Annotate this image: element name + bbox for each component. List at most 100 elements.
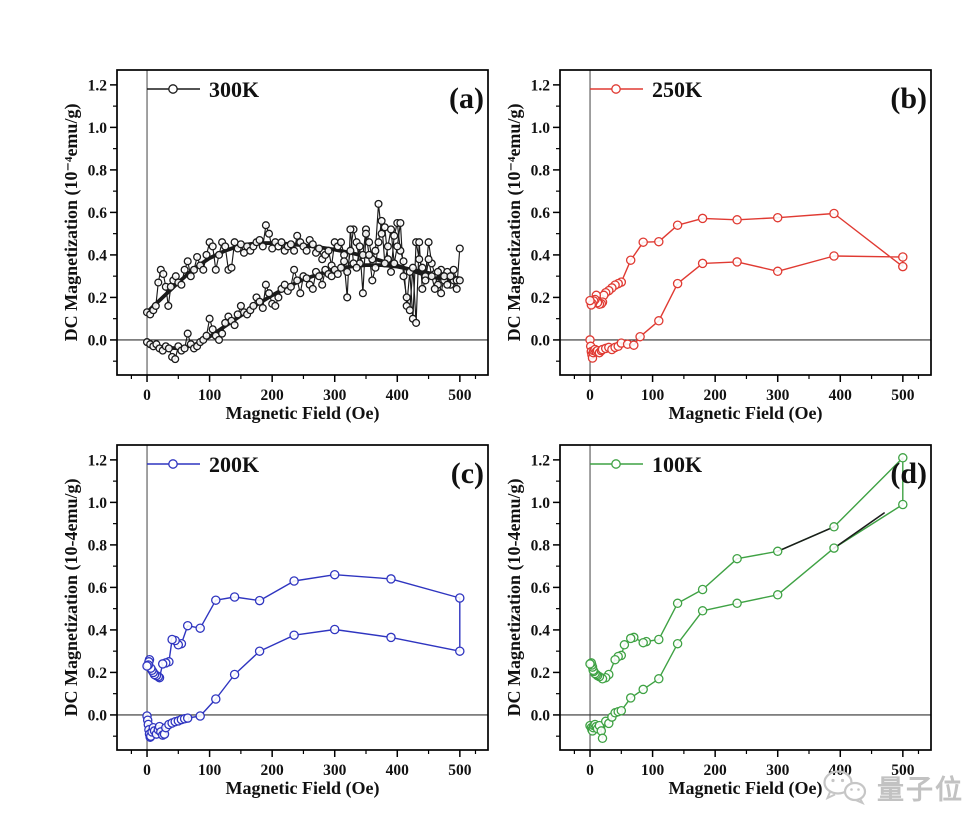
data-point-marker	[635, 331, 645, 342]
y-tick-label: 0.8	[531, 162, 551, 179]
data-point-marker	[672, 638, 683, 649]
data-point-marker	[732, 257, 742, 267]
data-point-marker	[697, 606, 708, 616]
data-point-marker	[405, 306, 414, 315]
data-point-marker	[208, 325, 217, 334]
plot-frame	[116, 69, 489, 376]
data-series-line	[146, 573, 461, 738]
data-point-marker	[697, 258, 708, 269]
data-point-marker	[654, 316, 664, 326]
legend-label: 250K	[652, 77, 702, 102]
data-point-marker	[374, 238, 383, 247]
data-point-marker	[427, 272, 436, 281]
data-point-marker	[732, 553, 742, 564]
x-tick-label: 100	[641, 387, 665, 404]
data-point-marker	[286, 240, 295, 249]
data-point-marker	[199, 265, 208, 274]
data-point-marker	[654, 634, 664, 645]
data-point-marker	[386, 574, 396, 584]
legend-marker-icon	[168, 84, 178, 94]
data-point-marker	[318, 280, 327, 289]
y-tick-label: 0.2	[88, 290, 108, 307]
legend-label: 100K	[652, 452, 702, 477]
data-point-marker	[264, 229, 274, 238]
data-point-marker	[433, 267, 442, 276]
data-point-marker	[159, 269, 168, 279]
data-point-marker	[386, 225, 396, 234]
y-tick-label: 0.0	[88, 332, 108, 349]
data-point-marker	[638, 237, 648, 247]
data-point-marker	[346, 225, 355, 234]
watermark-text: 量子位	[877, 774, 964, 806]
data-point-marker	[654, 236, 664, 247]
data-point-marker	[157, 659, 168, 669]
data-point-marker	[898, 261, 908, 272]
data-point-marker	[329, 569, 340, 580]
y-axis-title: DC Magnetization (10⁻⁴emu/g)	[504, 104, 525, 342]
data-point-marker	[386, 632, 396, 643]
data-point-marker	[898, 252, 908, 262]
panel-letter: (d)	[890, 457, 927, 490]
y-tick-label: 1.0	[88, 120, 108, 137]
data-point-marker	[296, 289, 305, 298]
x-tick-label: 200	[704, 387, 728, 404]
panel-d-chart-100K: 0 100 200 300 400 500 0.0 0.2 0.4 0.6 0.8 1.0 1.2 100…	[503, 437, 945, 803]
data-point-marker	[189, 265, 199, 274]
data-point-marker	[290, 246, 299, 255]
plot-frame	[559, 69, 932, 376]
data-point-marker	[171, 355, 180, 364]
data-point-marker	[315, 244, 324, 253]
y-axis-title: DC Magnetization (10-4emu/g)	[61, 479, 82, 717]
data-point-marker	[585, 295, 595, 306]
data-point-marker	[455, 244, 464, 253]
data-point-marker	[829, 522, 839, 532]
x-tick-label: 400	[386, 762, 410, 779]
data-point-marker	[183, 257, 192, 266]
data-point-marker	[336, 263, 346, 272]
data-point-marker	[308, 284, 317, 293]
data-point-marker	[412, 318, 421, 327]
data-point-marker	[289, 576, 299, 586]
x-tick-label: 200	[704, 762, 728, 779]
x-tick-label: 0	[586, 387, 594, 404]
data-point-marker	[430, 284, 439, 293]
data-point-marker	[214, 250, 224, 259]
data-point-marker	[399, 272, 408, 281]
data-point-marker	[829, 251, 839, 261]
data-point-marker	[377, 229, 386, 238]
data-point-marker	[697, 584, 708, 595]
data-point-marker	[230, 321, 239, 330]
y-tick-label: 0.6	[531, 580, 551, 597]
data-point-marker	[264, 289, 274, 298]
data-point-marker	[346, 246, 355, 255]
y-tick-label: 0.2	[531, 665, 551, 682]
data-point-marker	[446, 272, 455, 281]
data-point-marker	[898, 453, 908, 463]
data-point-marker	[180, 265, 189, 274]
x-tick-label: 400	[829, 387, 853, 404]
data-point-marker	[315, 272, 324, 281]
data-point-marker	[177, 280, 186, 289]
data-point-marker	[154, 278, 163, 287]
chart-svg: 0 100 200 300 400 500 0.0 0.2 0.4 0.6 0.8 1.0 1.2 300…	[61, 69, 489, 424]
data-point-marker	[182, 713, 193, 723]
data-point-marker	[418, 263, 427, 272]
y-axis-title: DC Magnetization (10-4emu/g)	[504, 479, 525, 717]
data-point-marker	[585, 659, 595, 669]
data-point-marker	[654, 674, 664, 684]
data-point-marker	[302, 274, 311, 283]
data-point-marker	[625, 633, 636, 644]
data-point-marker	[829, 208, 839, 219]
x-tick-label: 100	[641, 762, 665, 779]
data-point-marker	[455, 276, 464, 285]
x-tick-label: 300	[766, 762, 790, 779]
data-point-marker	[180, 344, 189, 353]
x-axis-title: Magnetic Field (Oe)	[669, 403, 823, 424]
data-point-marker	[452, 284, 461, 293]
data-point-marker	[365, 238, 374, 247]
x-tick-label: 0	[143, 762, 151, 779]
data-point-marker	[167, 634, 177, 645]
x-tick-label: 500	[891, 762, 915, 779]
y-tick-label: 1.0	[88, 495, 108, 512]
data-point-marker	[255, 297, 264, 306]
